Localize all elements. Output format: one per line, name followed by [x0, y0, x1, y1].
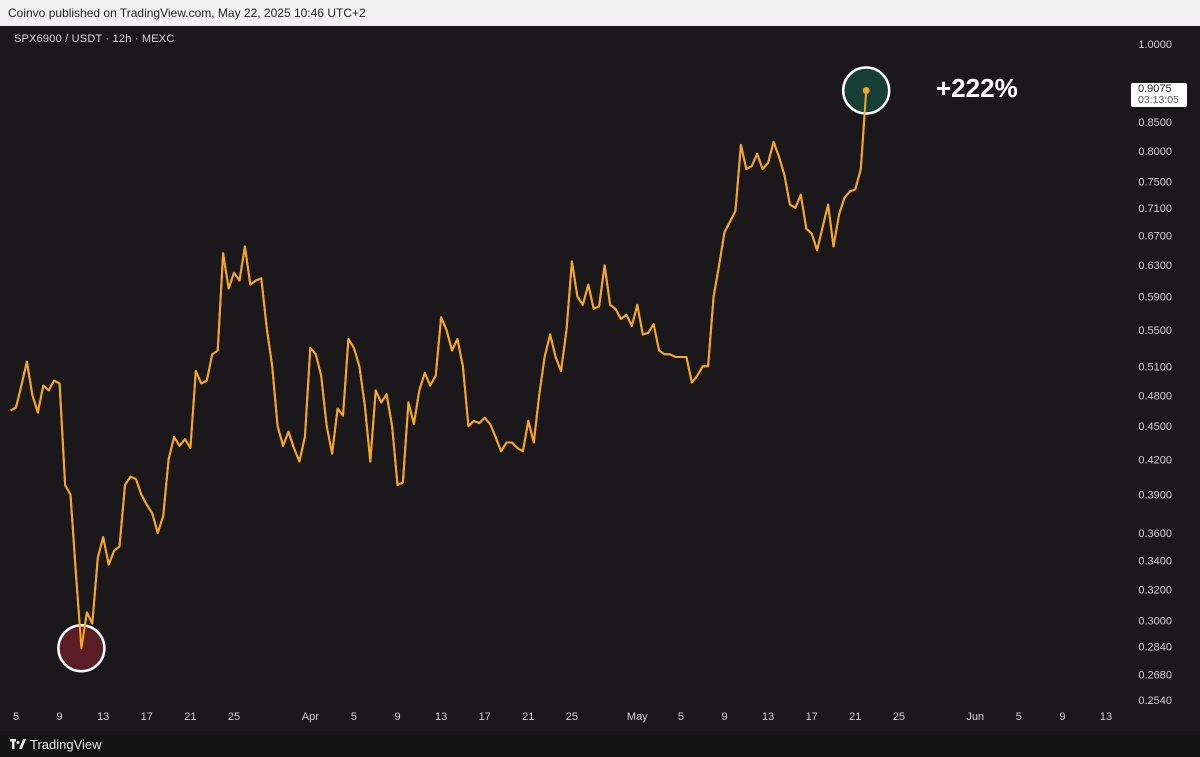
x-tick-label: 13 [435, 711, 447, 723]
x-tick-label: 21 [522, 711, 534, 723]
y-tick-label: 0.8500 [1138, 117, 1172, 129]
x-tick-label: 13 [762, 711, 774, 723]
y-tick-label: 0.3400 [1138, 555, 1172, 567]
x-tick-label: 9 [1059, 711, 1065, 723]
price-series-line-overlay [10, 90, 868, 650]
last-price-value: 0.9075 [1138, 83, 1172, 95]
x-tick-label: 17 [806, 711, 818, 723]
x-tick-label: 13 [97, 711, 109, 723]
x-tick-label: May [627, 711, 648, 723]
y-tick-label: 0.3600 [1138, 528, 1172, 540]
y-tick-label: 0.4800 [1138, 390, 1172, 402]
publisher-text: Coinvo published on TradingView.com, May… [8, 6, 366, 20]
x-tick-label: 5 [351, 711, 357, 723]
y-tick-label: 0.5500 [1138, 325, 1172, 337]
x-tick-label: 9 [57, 711, 63, 723]
last-price-dot [862, 86, 870, 94]
y-tick-label: 0.4200 [1138, 454, 1172, 466]
x-tick-label: 5 [678, 711, 684, 723]
x-tick-label: 21 [184, 711, 196, 723]
x-tick-label: 17 [479, 711, 491, 723]
price-chart[interactable]: 1.0000 0.8500 0.8000 0.7500 0.7100 0.6700 0.63… [0, 26, 1200, 731]
x-tick-label: 25 [893, 711, 905, 723]
y-tick-label: 0.2680 [1138, 669, 1172, 681]
y-tick-label: 0.7500 [1138, 177, 1172, 189]
y-tick-label: 0.3000 [1138, 615, 1172, 627]
y-tick-label: 0.7100 [1138, 203, 1172, 215]
y-axis: 1.0000 0.8500 0.8000 0.7500 0.7100 0.6700 0.63… [1138, 39, 1172, 707]
x-tick-label: 25 [228, 711, 240, 723]
y-tick-label: 0.8000 [1138, 146, 1172, 158]
x-tick-label: 9 [394, 711, 400, 723]
footer-bar: TradingView [0, 731, 1200, 757]
footer-brand[interactable]: TradingView [30, 736, 102, 752]
tradingview-logo-icon[interactable] [10, 739, 26, 749]
gain-annotation: +222% [936, 73, 1018, 103]
y-tick-label: 0.6700 [1138, 231, 1172, 243]
x-tick-label: 5 [1016, 711, 1022, 723]
y-tick-label: 1.0000 [1138, 39, 1172, 51]
x-axis: 5 9 13 17 21 25 Apr 5 9 13 17 21 25 May 5 9 13 17 21 25 Jun 5… [13, 711, 1112, 723]
y-tick-label: 0.5900 [1138, 292, 1172, 304]
x-tick-label: 25 [566, 711, 578, 723]
chart-panel[interactable]: 1.0000 0.8500 0.8000 0.7500 0.7100 0.6700 0.63… [0, 26, 1200, 731]
x-tick-label: 17 [141, 711, 153, 723]
x-tick-label: Jun [966, 711, 984, 723]
x-tick-label: 9 [721, 711, 727, 723]
last-price-label: 0.9075 03:13:05 [1131, 83, 1187, 107]
publisher-header: Coinvo published on TradingView.com, May… [0, 0, 1200, 26]
bar-countdown: 03:13:05 [1138, 94, 1179, 106]
x-tick-label: 13 [1100, 711, 1112, 723]
y-tick-label: 0.5100 [1138, 361, 1172, 373]
y-tick-label: 0.2540 [1138, 695, 1172, 707]
y-tick-label: 0.3200 [1138, 584, 1172, 596]
symbol-label[interactable]: SPX6900 / USDT · 12h · MEXC [14, 33, 175, 45]
x-tick-label: 5 [13, 711, 19, 723]
y-tick-label: 0.3900 [1138, 490, 1172, 502]
y-tick-label: 0.6300 [1138, 260, 1172, 272]
y-tick-label: 0.4500 [1138, 421, 1172, 433]
markers [10, 66, 891, 673]
y-tick-label: 0.2840 [1138, 642, 1172, 654]
x-tick-label: Apr [302, 711, 319, 723]
x-tick-label: 21 [849, 711, 861, 723]
